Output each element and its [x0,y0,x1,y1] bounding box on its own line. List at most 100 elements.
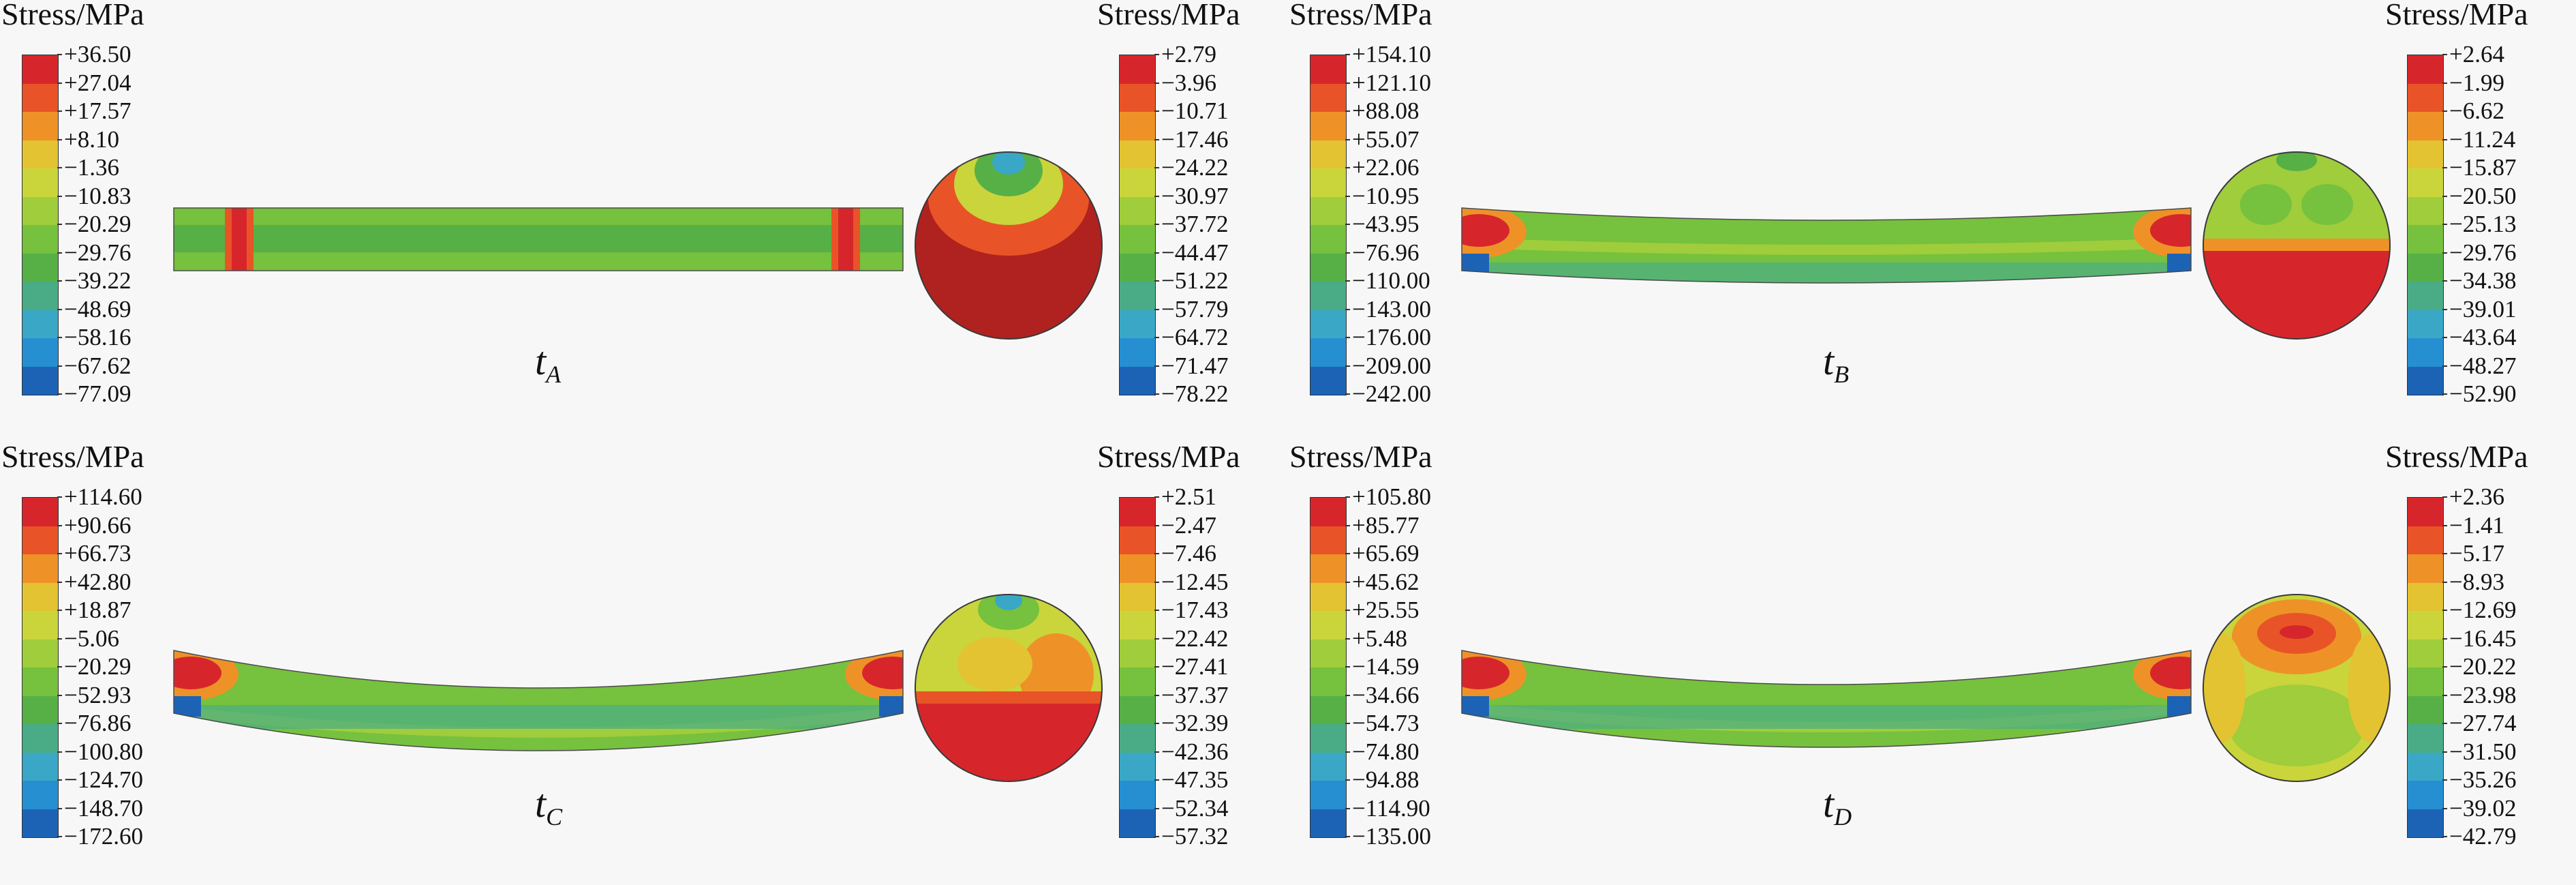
colorbar-band [1310,639,1346,668]
colorbar-tick-label: −47.35 [1154,766,1229,793]
colorbar-band [22,112,58,140]
colorbar-tick-label: −20.29 [57,653,132,680]
colorbar-band [22,639,58,668]
colorbar-tick-label: +90.66 [57,511,132,539]
colorbar-band [1120,83,1155,112]
colorbar-tick-label: +121.10 [1345,69,1431,96]
time-label: tB [1823,341,1849,395]
section-contour [915,595,1102,781]
colorbar-band [2408,809,2443,837]
section-band [2203,249,2390,339]
colorbar-band [1310,168,1346,197]
colorbar-band [22,498,58,526]
colorbar-band [22,366,58,395]
colorbar-tick-label: +2.64 [2442,41,2504,68]
colorbar-band [22,752,58,781]
colorbar-band [1120,282,1155,310]
colorbar-tick-label: −74.80 [1345,738,1420,765]
colorbar-band [1310,554,1346,583]
colorbar-tick-label: −172.60 [57,823,143,850]
colorbar-band [22,168,58,197]
section-band [2228,685,2365,766]
colorbar [1310,497,1347,838]
colorbar-band [2408,338,2443,367]
colorbar-tick-label: −5.06 [57,625,119,652]
colorbar-tick-label: −67.62 [57,352,132,379]
time-symbol: t [535,339,547,383]
colorbar-tick-label: −35.26 [2442,766,2517,793]
colorbar-band [2408,112,2443,140]
colorbar-band [1310,668,1346,696]
colorbar-tick-label: −37.37 [1154,681,1229,708]
colorbar-tick-label: −7.46 [1154,540,1216,567]
beam-outline [173,650,904,751]
colorbar-tick-label: +114.60 [57,483,142,510]
colorbar-tick-label: −43.95 [1345,211,1420,237]
colorbar [2407,497,2444,838]
section-band [2203,633,2245,742]
colorbar-tick-label: −20.22 [2442,653,2517,680]
colorbar-band [22,55,58,84]
legend-title: Stress/MPa [1,439,144,474]
beam-and-section-drawing [1461,594,2391,782]
legend-title: Stress/MPa [2385,0,2528,31]
colorbar-tick-label: −42.79 [2442,823,2517,850]
colorbar-band [1120,668,1155,696]
colorbar-tick-label: −52.90 [2442,380,2517,407]
colorbar [1119,497,1156,838]
colorbar-tick-label: −12.69 [2442,597,2517,623]
colorbar-band [1310,112,1346,140]
colorbar-tick-label: −5.17 [2442,540,2504,567]
section-outline [2203,594,2391,782]
colorbar-band [2408,366,2443,395]
colorbar-band [22,196,58,225]
colorbar-band [1120,55,1155,84]
colorbar-band [1120,752,1155,781]
colorbar-band [2408,225,2443,254]
beam-hotspot [1462,657,1509,689]
panel-b: Stress/MPa +154.10 +121.10 +88.08 +55.07 +22.… [1288,0,2576,442]
colorbar-band [1310,724,1346,753]
beam-outline [173,207,904,271]
colorbar-tick-label: −64.72 [1154,324,1229,350]
section-band [2203,239,2390,251]
legend-title: Stress/MPa [2385,439,2528,474]
colorbar-band [1120,196,1155,225]
colorbar-tick-label: −8.93 [2442,568,2504,595]
colorbar-band [1120,498,1155,526]
colorbar-band [2408,554,2443,583]
colorbar-tick-label: −27.74 [2442,710,2517,736]
colorbar-tick-label: −100.80 [57,738,143,765]
legend-title: Stress/MPa [1289,0,1432,31]
colorbar-band [1310,366,1346,395]
colorbar-band [1120,582,1155,611]
colorbar-tick-label: +42.80 [57,568,132,595]
colorbar-band [22,554,58,583]
colorbar-band [22,724,58,753]
colorbar-tick-label: −29.76 [57,239,132,266]
colorbar-band [22,781,58,809]
colorbar-band [1310,752,1346,781]
colorbar-tick-label: +18.87 [57,597,132,623]
colorbar-tick-label: −57.32 [1154,823,1229,850]
beam-hotspot [838,208,853,271]
beam-hotspot [1462,214,1509,247]
beam-band [174,705,903,738]
colorbar-tick-label: −39.02 [2442,794,2517,822]
beam-contour [1462,650,2191,747]
colorbar-tick-label: −124.70 [57,766,143,793]
colorbar-band [1120,366,1155,395]
colorbar-band [1310,809,1346,837]
colorbar-band [22,668,58,696]
colorbar [22,497,59,838]
colorbar-tick-label: −76.86 [57,710,132,736]
colorbar-band [2408,282,2443,310]
colorbar-band [1120,168,1155,197]
colorbar-tick-label: −22.42 [1154,625,1229,652]
colorbar-band [1310,55,1346,84]
beam-hotspot [174,696,201,717]
section-band [2276,152,2317,171]
colorbar-band [22,809,58,837]
colorbar-tick-label: +27.04 [57,69,132,96]
colorbar-tick-label: −71.47 [1154,352,1229,379]
